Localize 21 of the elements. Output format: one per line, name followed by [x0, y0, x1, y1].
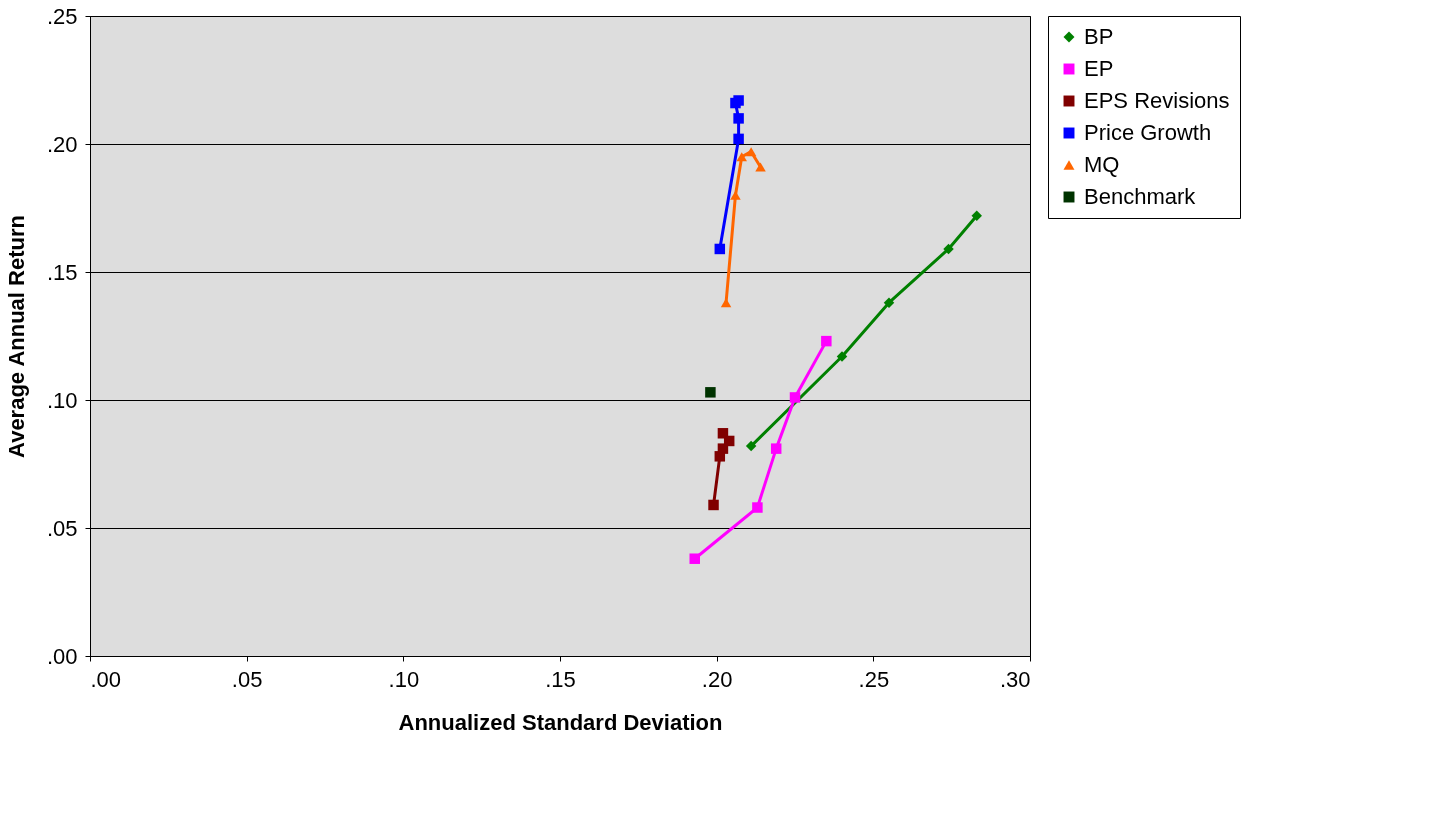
y-tick-label: .15 [46, 259, 78, 285]
y-tick-label: .10 [46, 387, 78, 413]
y-tick-label: .00 [46, 643, 78, 669]
legend-label: BP [1084, 24, 1114, 49]
y-tick-label: .20 [46, 131, 78, 157]
legend-label: Benchmark [1084, 184, 1197, 209]
x-axis-title: Annualized Standard Deviation [398, 709, 723, 735]
y-axis-title: Average Annual Return [3, 215, 29, 458]
x-tick-label: .25 [858, 666, 890, 692]
legend-label: EP [1084, 56, 1114, 81]
y-tick-label: .05 [46, 515, 78, 541]
x-tick-label: .15 [545, 666, 576, 692]
x-tick-label: .00 [90, 666, 122, 692]
legend-label: EPS Revisions [1084, 88, 1230, 113]
x-tick-label: .10 [388, 666, 420, 692]
x-tick-label: .05 [231, 666, 263, 692]
x-tick-label: .30 [999, 666, 1031, 692]
legend-label: MQ [1084, 152, 1120, 177]
y-tick-label: .25 [46, 3, 78, 29]
legend-label: Price Growth [1084, 120, 1212, 145]
x-tick-label: .20 [701, 666, 733, 692]
